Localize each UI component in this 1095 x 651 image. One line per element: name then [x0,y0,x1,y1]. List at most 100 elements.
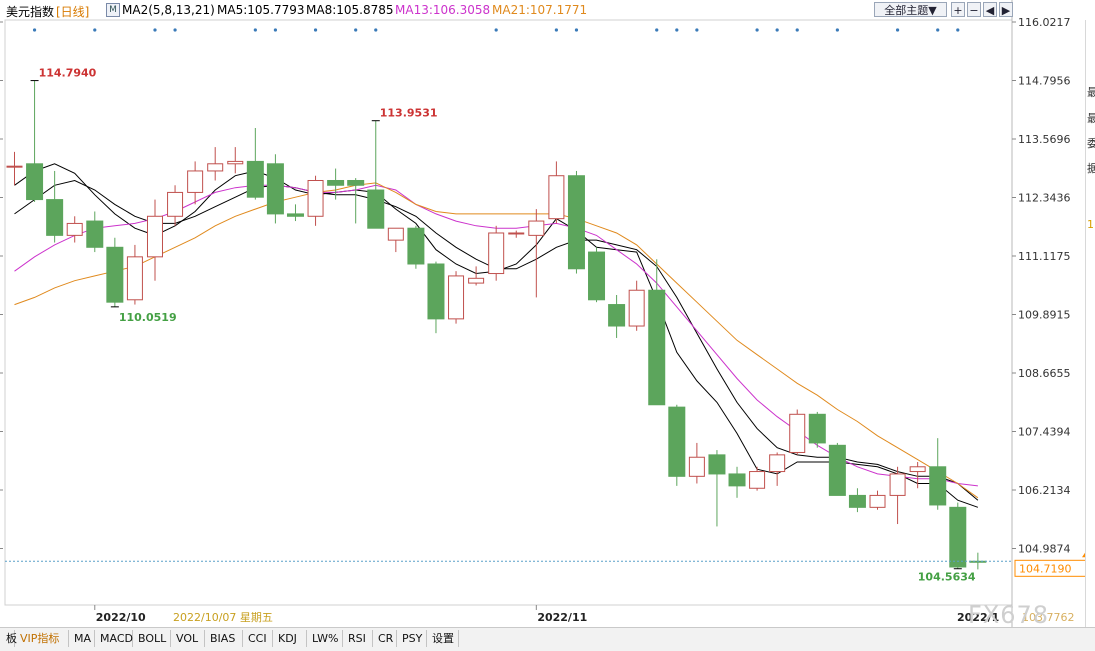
event-marker[interactable] [253,28,257,32]
candle-body[interactable] [588,251,606,301]
candle-body[interactable] [688,456,705,477]
candle-body[interactable] [207,163,224,172]
candle-body[interactable] [828,444,846,496]
event-marker[interactable] [936,28,940,32]
indicator-tab[interactable]: VOL [170,630,205,647]
symbol-name: 美元指数 [6,5,55,19]
candle-body[interactable] [146,215,163,258]
event-marker[interactable] [313,28,318,32]
candle-body[interactable] [488,232,505,275]
candle-body[interactable] [448,275,465,320]
candle-body[interactable] [367,189,385,229]
candle-body[interactable] [508,232,525,235]
candle-body[interactable] [266,163,284,215]
event-marker[interactable] [655,28,659,32]
event-marker[interactable] [273,28,278,32]
candle-body[interactable] [929,466,947,506]
scroll-right-icon[interactable]: ▶ [999,2,1013,17]
candle-body[interactable] [909,466,926,473]
ma-line-ma21 [14,182,979,499]
event-marker[interactable] [554,28,558,32]
event-marker[interactable] [93,28,97,32]
indicator-tab[interactable]: MA [68,630,95,647]
event-marker[interactable] [32,28,37,32]
candle-body[interactable] [387,227,404,241]
candle-body[interactable] [286,213,304,217]
event-marker[interactable] [354,28,358,32]
event-marker[interactable] [153,28,157,32]
indicator-tab[interactable]: PSY [396,630,427,647]
candle-body[interactable] [789,413,806,453]
indicator-tab[interactable]: BOLL [132,630,171,647]
event-marker[interactable] [895,28,900,32]
indicator-tab[interactable]: VIP指标 [14,630,69,647]
y-tick-label: 107.4394 [1018,426,1071,439]
candle-body[interactable] [648,289,666,406]
candle-body[interactable] [749,471,766,489]
indicator-tab[interactable]: LW% [306,630,343,647]
candle-body[interactable] [46,199,64,236]
candle-body[interactable] [126,256,143,301]
candle-body[interactable] [66,222,83,236]
candle-body[interactable] [106,246,124,303]
candle-body[interactable] [407,227,425,265]
event-marker[interactable] [173,28,177,32]
candle-body[interactable] [628,289,645,327]
event-marker[interactable] [695,28,699,32]
indicator-tab[interactable]: CCI [242,630,273,647]
indicator-tab[interactable]: 设置 [426,630,459,647]
candle-body[interactable] [567,175,585,270]
event-marker[interactable] [956,28,960,32]
candle-body[interactable] [889,473,906,496]
scroll-left-icon[interactable]: ◀ [983,2,997,17]
y-tick-label: 116.0217 [1018,16,1071,29]
ma13-label: MA13:106.3058 [395,3,491,17]
candle-body[interactable] [187,170,204,193]
candle-body[interactable] [227,160,244,165]
candle-body[interactable] [869,494,886,508]
candle-body[interactable] [6,165,23,168]
candle-body[interactable] [468,277,485,284]
event-marker[interactable] [795,28,799,32]
candle-body[interactable] [949,506,967,568]
ma-indicator-icon[interactable]: M [106,3,120,17]
indicator-tab[interactable]: MACD [94,630,133,647]
indicator-tab[interactable]: BIAS [204,630,243,647]
event-marker[interactable] [675,28,679,32]
event-marker[interactable] [574,28,579,32]
event-marker[interactable] [755,28,759,32]
zoom-out-icon[interactable]: − [967,2,981,17]
x-axis-label: 2022/10 [96,611,146,624]
candle-body[interactable] [86,220,104,248]
candle-body[interactable] [769,454,786,473]
period-label[interactable]: [日线] [56,5,90,19]
right-panel-char: 最 [1087,84,1095,100]
indicator-tab[interactable]: KDJ [272,630,307,647]
event-marker[interactable] [374,28,378,32]
indicator-tab[interactable]: 板 [0,630,17,647]
candle-body[interactable] [548,175,565,220]
candle-body[interactable] [808,413,826,444]
event-marker[interactable] [835,28,839,32]
candle-body[interactable] [608,304,626,327]
candle-body[interactable] [848,494,866,508]
candle-body[interactable] [327,179,345,186]
candle-body[interactable] [708,454,726,475]
y-tick-label: 109.8915 [1018,309,1071,322]
candle-body[interactable] [167,191,184,217]
candle-body[interactable] [26,163,44,201]
indicator-tab[interactable]: CR [372,630,397,647]
indicator-tab[interactable]: RSI [342,630,373,647]
candle-body[interactable] [246,160,264,198]
event-marker[interactable] [775,28,779,32]
zoom-in-icon[interactable]: + [951,2,965,17]
candle-body[interactable] [728,473,746,487]
candle-body[interactable] [528,220,545,236]
theme-select[interactable]: 全部主题▼ [874,2,947,17]
event-marker[interactable] [494,28,498,32]
candle-body[interactable] [668,406,686,477]
candle-body[interactable] [427,263,445,320]
candle-body[interactable] [347,179,365,186]
candle-body[interactable] [307,179,324,217]
